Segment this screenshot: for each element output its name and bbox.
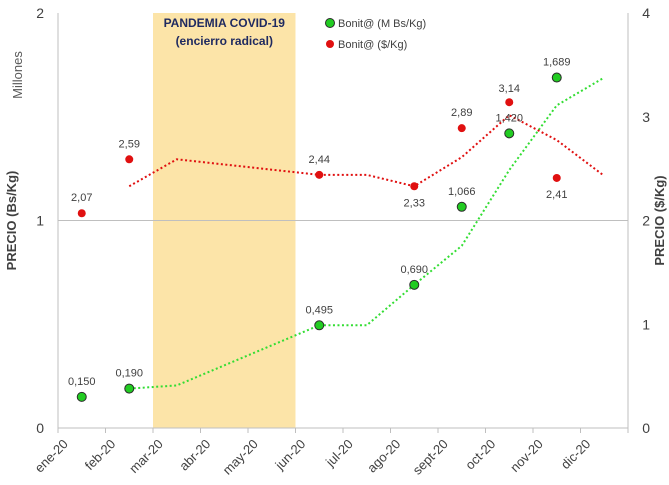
x-tick-label: sept-20 [410,436,451,477]
x-tick-label: mar-20 [126,436,166,476]
data-label-usd: 2,41 [546,189,567,201]
point-bs [504,128,515,139]
left-axis-title: PRECIO (Bs/Kg) [4,171,19,271]
point-bs [456,201,467,212]
data-label-bs: 1,420 [495,112,523,124]
point-usd [315,170,324,179]
data-label-bs: 1,066 [448,186,476,198]
point-usd [125,155,134,164]
legend: Bonit@ (M Bs/Kg) Bonit@ ($/Kg) [325,18,426,51]
left-tick-label: 1 [36,213,44,229]
right-tick-label: 3 [642,109,650,125]
x-tick-label: jul-20 [322,436,356,470]
x-axis-ticks: ene-20 feb-20 mar-20 abr-20 may-20 jun-20 jul-… [32,428,629,478]
x-tick-label: ago-20 [364,436,403,475]
band-title: PANDEMIA COVID-19 [164,16,286,30]
data-points [76,72,562,402]
band-subtitle: (encierro radical) [176,34,273,48]
data-label-bs: 0,190 [115,368,143,380]
data-label-usd: 2,33 [404,197,425,209]
point-usd [410,182,419,191]
point-usd [505,98,514,107]
data-label-bs: 0,690 [400,264,428,276]
point-bs [76,391,87,402]
right-tick-label: 0 [642,420,650,436]
legend-marker-green [325,18,335,28]
point-usd [552,173,561,182]
x-tick-label: ene-20 [32,436,71,475]
x-tick-label: oct-20 [462,436,498,472]
point-bs [124,383,135,394]
right-tick-label: 4 [642,5,650,21]
data-label-usd: 3,14 [499,83,520,95]
point-bs [551,72,562,83]
data-label-bs: 0,495 [305,304,333,316]
left-axis-ticks: 0 1 2 [36,5,44,436]
units-label: Millones [10,51,25,99]
x-tick-label: may-20 [220,436,261,477]
data-label-bs: 0,150 [68,376,96,388]
data-labels: 0,150 0,190 0,495 0,690 1,066 1,420 1,689 2,07 2… [68,57,571,388]
point-bs [409,279,420,290]
right-axis-title: PRECIO ($/Kg) [652,175,667,265]
point-bs [314,320,325,331]
data-label-usd: 2,44 [309,154,330,166]
data-label-usd: 2,07 [71,192,92,204]
legend-marker-red [326,40,334,48]
legend-label-bs: Bonit@ (M Bs/Kg) [338,18,426,30]
x-tick-label: jun-20 [272,436,309,473]
left-tick-label: 0 [36,420,44,436]
data-label-usd: 2,89 [451,107,472,119]
legend-label-usd: Bonit@ ($/Kg) [338,39,407,51]
data-label-usd: 2,59 [119,138,140,150]
point-usd [457,124,466,133]
x-tick-label: feb-20 [82,436,119,473]
right-axis-ticks: 0 1 2 3 4 [642,5,650,436]
x-tick-label: nov-20 [507,436,546,475]
x-tick-label: abr-20 [176,436,213,473]
point-usd [77,209,86,218]
x-tick-label: dic-20 [558,436,594,472]
right-tick-label: 1 [642,316,650,332]
data-label-bs: 1,689 [543,57,571,69]
right-tick-label: 2 [642,213,650,229]
left-tick-label: 2 [36,5,44,21]
